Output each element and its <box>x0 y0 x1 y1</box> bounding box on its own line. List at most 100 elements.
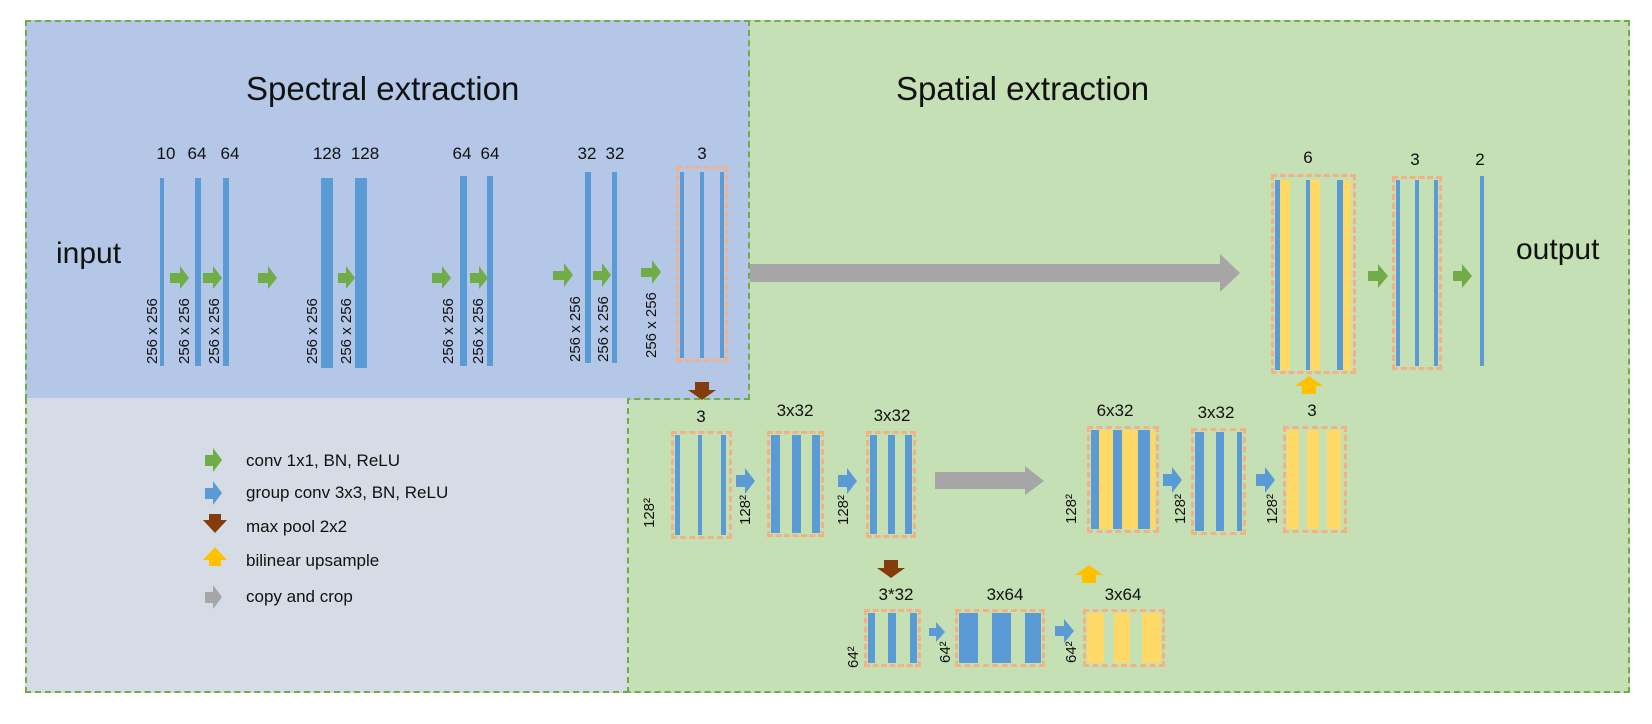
upsampled-map <box>1142 613 1161 663</box>
channel-label: 64 <box>220 144 240 163</box>
feature-map <box>321 178 333 368</box>
legend-copy-crop-label: copy and crop <box>246 587 353 606</box>
upsampled-map <box>1122 430 1138 529</box>
legend-conv-icon <box>205 448 222 472</box>
feature-map <box>680 172 684 358</box>
feature-map <box>888 435 895 534</box>
upsampled-map <box>1087 613 1104 663</box>
feature-map <box>698 435 702 535</box>
channel-label: 6x32 <box>1096 401 1134 420</box>
channel-label: 64 <box>452 144 472 163</box>
channel-label: 64 <box>480 144 500 163</box>
feature-map <box>1091 430 1099 529</box>
legend-conv-label: conv 1x1, BN, ReLU <box>246 451 401 470</box>
group-conv-arrow <box>838 468 857 494</box>
channel-label: 10 <box>156 144 176 163</box>
feature-map <box>1113 430 1122 529</box>
channel-label: 3 <box>1307 401 1317 420</box>
feature-map <box>1275 180 1280 370</box>
feature-map <box>1025 613 1041 663</box>
feature-map <box>1415 180 1419 366</box>
upsampled-map <box>1287 430 1299 529</box>
concat-output-box <box>1271 174 1356 374</box>
upsampled-map <box>1343 180 1351 370</box>
spatial-extraction-title: Spatial extraction <box>896 70 1150 107</box>
feature-map <box>675 435 680 535</box>
pooled-input-box <box>671 431 732 539</box>
legend-max-pool-icon <box>203 514 227 533</box>
feature-map <box>792 435 801 533</box>
feature-map <box>1195 432 1204 531</box>
group-conv-arrow <box>1163 467 1182 493</box>
conv-arrow <box>432 266 451 289</box>
upsampled-map <box>1307 430 1319 529</box>
output-label: output <box>1516 233 1600 266</box>
concat-box <box>1087 426 1159 533</box>
upsampled-map <box>1310 180 1320 370</box>
feature-map <box>1138 430 1150 529</box>
legend-upsample-label: bilinear upsample <box>246 551 380 570</box>
channel-label: 3x64 <box>986 585 1024 604</box>
conv-arrow <box>641 260 661 284</box>
upsample-arrow <box>1075 565 1103 583</box>
spectral-output-box <box>676 166 728 362</box>
copy-crop-arrow <box>935 466 1044 495</box>
feature-map <box>1306 180 1310 370</box>
upsampled-map <box>1280 180 1290 370</box>
legend-group-conv-label: group conv 3x3, BN, ReLU <box>246 483 449 502</box>
output-stage-box <box>1392 176 1442 370</box>
channel-label: 6 <box>1303 148 1313 167</box>
legend-region <box>25 398 629 693</box>
upsample-arrow <box>1295 376 1323 394</box>
conv-arrow <box>170 266 189 289</box>
legend-upsample-icon <box>203 547 227 566</box>
channel-label: 3 <box>697 144 707 163</box>
feature-map <box>910 613 917 663</box>
upsample-box <box>1083 609 1165 667</box>
feature-map <box>585 172 591 363</box>
spectral-extraction-title: Spectral extraction <box>246 70 520 107</box>
channel-label: 3x32 <box>1197 403 1235 422</box>
copy-crop-arrow <box>750 254 1240 292</box>
legend-group-conv-icon <box>205 481 222 505</box>
upsampled-map <box>1150 430 1155 529</box>
upsampled-map <box>1327 430 1341 529</box>
feature-map <box>1216 432 1224 531</box>
group-conv-arrow <box>1055 619 1074 643</box>
conv-arrow <box>1453 264 1472 288</box>
feature-map <box>1396 180 1400 366</box>
feature-map <box>870 435 877 534</box>
max-pool-arrow <box>688 382 716 400</box>
group-conv-box <box>767 431 824 537</box>
feature-map <box>959 613 978 663</box>
channel-label: 128 <box>312 144 342 163</box>
channel-label: 3 <box>1410 150 1420 169</box>
feature-map <box>771 435 780 533</box>
spectral-extraction-region <box>25 20 750 400</box>
conv-arrow <box>553 263 573 287</box>
input-label: input <box>56 237 122 270</box>
feature-map <box>721 435 726 535</box>
conv-arrow <box>338 266 355 289</box>
group-conv-arrow <box>736 468 755 494</box>
feature-map <box>888 613 896 663</box>
channel-label: 3x32 <box>776 401 814 420</box>
group-conv-box <box>1191 428 1246 535</box>
upsampled-map <box>1099 430 1113 529</box>
group-conv-arrow <box>929 622 945 642</box>
feature-map <box>992 613 1011 663</box>
output-map <box>1480 176 1484 366</box>
conv-arrow <box>593 263 611 287</box>
feature-map <box>487 176 493 366</box>
upsample-box <box>1283 426 1347 533</box>
feature-map <box>812 435 820 533</box>
channel-label: 64 <box>187 144 207 163</box>
upsampled-map <box>1114 613 1130 663</box>
channel-label: 32 <box>605 144 625 163</box>
feature-map <box>160 178 164 366</box>
channel-label: 32 <box>577 144 597 163</box>
feature-map <box>1434 180 1438 366</box>
feature-map <box>1337 180 1343 370</box>
feature-map <box>700 172 704 358</box>
